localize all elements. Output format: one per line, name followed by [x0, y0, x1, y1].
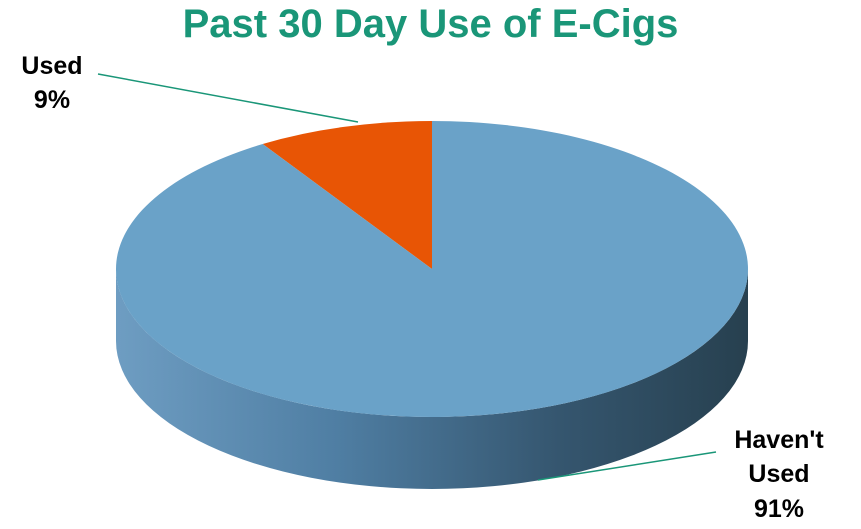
slice-value-havent-used: 91%: [754, 495, 804, 523]
pie-slice-used: [262, 121, 432, 269]
slice-label-used: Used: [21, 52, 82, 80]
pie-slice-haven-t-used: [115, 121, 748, 417]
slice-value-used: 9%: [34, 86, 70, 114]
havent-used-leader-line: [537, 451, 717, 481]
chart-title: Past 30 Day Use of E-Cigs: [182, 2, 679, 46]
slice-label-havent-used-line1: Haven't: [734, 426, 824, 454]
slice-label-havent-used-line2: Used: [748, 460, 809, 488]
pie-side-wall: [116, 269, 748, 489]
used-leader-line: [97, 73, 359, 123]
